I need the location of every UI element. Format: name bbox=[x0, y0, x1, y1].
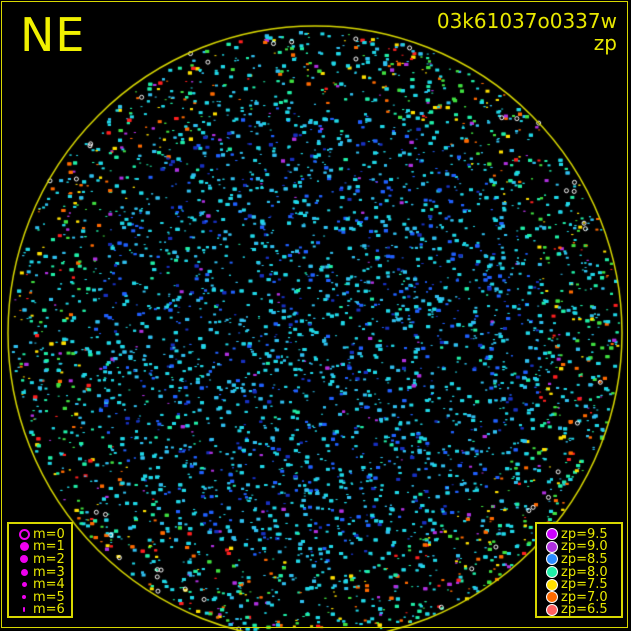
zp-legend: zp=9.5 zp=9.0 zp=8.5 zp=8.0 zp=7.5 zp=7.0 zp=6… bbox=[535, 522, 623, 618]
dot-icon bbox=[19, 542, 29, 552]
legend-label: zp=9.5 bbox=[561, 526, 608, 542]
legend-label: zp=7.5 bbox=[561, 577, 608, 593]
color-swatch-icon bbox=[546, 603, 558, 616]
legend-item-m2: m=2 bbox=[15, 553, 65, 566]
legend-label: m=0 bbox=[33, 526, 65, 542]
legend-item-zp: zp=8.0 bbox=[543, 566, 615, 579]
legend-label: m=6 bbox=[33, 602, 65, 618]
quantity-label: zp bbox=[593, 31, 617, 55]
dot-icon bbox=[21, 582, 27, 588]
direction-label: NE bbox=[20, 8, 86, 62]
color-swatch-icon bbox=[546, 528, 558, 541]
color-swatch-icon bbox=[546, 540, 558, 553]
legend-item-zp: zp=6.5 bbox=[543, 602, 615, 618]
legend-label: zp=8.0 bbox=[561, 564, 608, 580]
legend-label: m=2 bbox=[33, 551, 65, 567]
color-swatch-icon bbox=[546, 566, 558, 579]
color-swatch-icon bbox=[546, 591, 558, 604]
legend-item-m4: m=4 bbox=[15, 578, 65, 591]
dot-icon bbox=[20, 555, 28, 564]
legend-item-zp: zp=8.5 bbox=[543, 553, 615, 566]
legend-item-m0: m=0 bbox=[15, 528, 65, 541]
legend-item-m3: m=3 bbox=[15, 566, 65, 579]
dot-icon bbox=[22, 595, 26, 600]
dot-icon bbox=[23, 607, 25, 613]
legend-label: zp=7.0 bbox=[561, 589, 608, 605]
legend-label: m=4 bbox=[33, 577, 65, 593]
legend-label: m=3 bbox=[33, 564, 65, 580]
legend-item-zp: zp=7.5 bbox=[543, 578, 615, 591]
legend-label: zp=6.5 bbox=[561, 602, 608, 618]
plot-title: 03k61037o0337w zp bbox=[437, 10, 617, 54]
magnitude-legend: m=0 m=1 m=2 m=3 m=4 m=5 m=6 bbox=[7, 522, 73, 618]
color-swatch-icon bbox=[546, 553, 558, 566]
legend-item-zp: zp=9.5 bbox=[543, 528, 615, 541]
legend-item-m1: m=1 bbox=[15, 539, 65, 555]
legend-label: zp=8.5 bbox=[561, 551, 608, 567]
legend-item-zp: zp=7.0 bbox=[543, 591, 615, 604]
dot-icon bbox=[20, 568, 28, 576]
legend-item-zp: zp=9.0 bbox=[543, 539, 615, 555]
legend-label: zp=9.0 bbox=[561, 539, 608, 555]
legend-label: m=1 bbox=[33, 539, 65, 555]
legend-item-m5: m=5 bbox=[15, 591, 65, 604]
legend-item-m6: m=6 bbox=[15, 602, 65, 618]
color-swatch-icon bbox=[546, 578, 558, 591]
frame-id: 03k61037o0337w bbox=[436, 9, 617, 33]
open-circle-icon bbox=[18, 528, 30, 540]
legend-label: m=5 bbox=[33, 589, 65, 605]
